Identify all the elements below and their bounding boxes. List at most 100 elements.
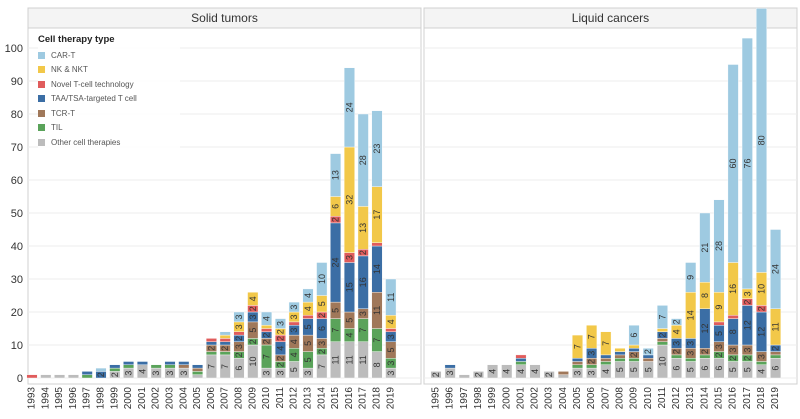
x-tick-label: 2002 xyxy=(151,387,162,410)
panel-title: Liquid cancers xyxy=(572,11,649,25)
legend-label: TIL xyxy=(51,123,63,133)
bar-segment-car-t xyxy=(770,229,782,309)
data-label: 7 xyxy=(657,314,667,319)
x-tick-label: 2003 xyxy=(165,387,176,410)
bar-segment-tcr-t xyxy=(557,371,569,375)
data-label: 60 xyxy=(728,158,738,168)
bar-segment-novel-t-cell-technology xyxy=(713,321,725,326)
bar-segment-taa-tsa-targeted-t-cell xyxy=(628,348,640,352)
bar-segment-taa-tsa-targeted-t-cell xyxy=(219,341,231,346)
data-label: 3 xyxy=(686,341,696,346)
bar-segment-nk-nkt xyxy=(628,344,640,349)
bar-segment-novel-t-cell-technology xyxy=(26,374,38,379)
x-tick-label: 1996 xyxy=(445,387,456,410)
data-label: 11 xyxy=(771,322,781,331)
data-label: 24 xyxy=(344,102,354,112)
bar-segment-other-cell-therapies xyxy=(192,374,204,379)
data-label: 2 xyxy=(262,333,272,338)
data-label: 3 xyxy=(289,314,299,319)
x-tick-label: 2015 xyxy=(714,387,725,410)
bar-segment-nk-nkt xyxy=(219,334,231,339)
data-label: 3 xyxy=(742,347,752,352)
bar-segment-taa-tsa-targeted-t-cell xyxy=(109,364,121,369)
data-label: 3 xyxy=(742,291,752,296)
bar-segment-tcr-t xyxy=(600,358,612,362)
data-label: 2 xyxy=(756,306,766,311)
data-label: 2 xyxy=(275,356,285,361)
bar-segment-taa-tsa-targeted-t-cell xyxy=(123,361,135,365)
data-label: 10 xyxy=(317,274,327,284)
data-label: 3 xyxy=(275,371,285,376)
bar-segment-tcr-t xyxy=(178,364,190,369)
bar-segment-til xyxy=(572,364,583,369)
data-label: 6 xyxy=(771,366,781,371)
data-label: 4 xyxy=(488,369,498,374)
data-label: 11 xyxy=(372,306,382,315)
x-tick-label: 2007 xyxy=(600,387,611,410)
data-label: 4 xyxy=(137,369,147,374)
data-label: 3 xyxy=(386,361,396,366)
data-label: 2 xyxy=(248,339,258,344)
data-label: 13 xyxy=(358,223,368,233)
data-label: 3 xyxy=(756,354,766,359)
bar-segment-nk-nkt xyxy=(586,325,598,349)
legend-title: Cell therapy type xyxy=(38,34,115,45)
bar-segment-car-t xyxy=(302,288,314,303)
x-tick-label: 2019 xyxy=(385,387,396,410)
legend-item-novel-t-cell: Novel T-cell technology xyxy=(38,77,180,92)
legend-label: TAA/TSA-targeted T cell xyxy=(51,94,137,104)
data-label: 14 xyxy=(372,264,382,274)
bar-segment-other-cell-therapies xyxy=(430,371,442,379)
data-label: 9 xyxy=(714,305,724,310)
bar-segment-nk-nkt xyxy=(247,292,259,306)
data-label: 17 xyxy=(372,210,382,220)
x-tick-label: 2019 xyxy=(770,387,781,410)
y-tick-label: 90 xyxy=(11,76,23,88)
data-label: 6 xyxy=(629,333,639,338)
data-label: 24 xyxy=(771,264,781,274)
bar-segment-other-cell-therapies xyxy=(529,364,541,379)
bar-segment-taa-tsa-targeted-t-cell xyxy=(600,354,612,359)
bar-segment-til xyxy=(770,354,782,359)
data-label: 3 xyxy=(445,371,455,376)
bar-segment-novel-t-cell-technology xyxy=(302,315,314,319)
data-label: 2 xyxy=(431,372,441,377)
data-label: 5 xyxy=(303,324,313,329)
data-label: 7 xyxy=(220,364,230,369)
legend-swatch xyxy=(38,66,45,74)
bar-segment-taa-tsa-targeted-t-cell xyxy=(444,364,456,369)
data-label: 3 xyxy=(262,371,272,376)
data-label: 2 xyxy=(317,313,327,318)
data-label: 23 xyxy=(372,144,382,154)
legend-swatch xyxy=(38,138,45,146)
bar-segment-car-t xyxy=(316,262,328,296)
bar-segment-taa-tsa-targeted-t-cell xyxy=(642,354,654,359)
data-label: 5 xyxy=(686,367,696,372)
bar-segment-til xyxy=(192,371,204,375)
data-label: 2 xyxy=(544,372,554,377)
data-label: 4 xyxy=(530,369,540,374)
y-tick-label: 80 xyxy=(11,109,23,121)
bar-segment-til xyxy=(205,351,217,356)
data-label: 8 xyxy=(700,293,710,298)
x-tick-label: 2017 xyxy=(742,387,753,410)
data-label: 3 xyxy=(234,324,244,329)
x-tick-label: 2011 xyxy=(275,387,286,409)
data-label: 10 xyxy=(657,356,667,366)
data-label: 3 xyxy=(317,341,327,346)
data-label: 5 xyxy=(289,367,299,372)
data-label: 4 xyxy=(275,346,285,351)
data-label: 3 xyxy=(344,255,354,260)
data-label: 2 xyxy=(96,372,106,377)
bar-segment-taa-tsa-targeted-t-cell xyxy=(614,351,626,356)
data-label: 11 xyxy=(331,355,341,364)
bar-segment-til xyxy=(671,354,682,359)
bar-segment-car-t xyxy=(95,367,107,372)
bar-segment-taa-tsa-targeted-t-cell xyxy=(81,371,93,375)
x-tick-label: 2012 xyxy=(289,387,300,410)
data-label: 3 xyxy=(358,311,368,316)
bar-segment-car-t xyxy=(330,153,342,197)
data-label: 3 xyxy=(587,371,597,376)
bar-segment-novel-t-cell-technology xyxy=(371,242,383,247)
data-label: 8 xyxy=(372,362,382,367)
